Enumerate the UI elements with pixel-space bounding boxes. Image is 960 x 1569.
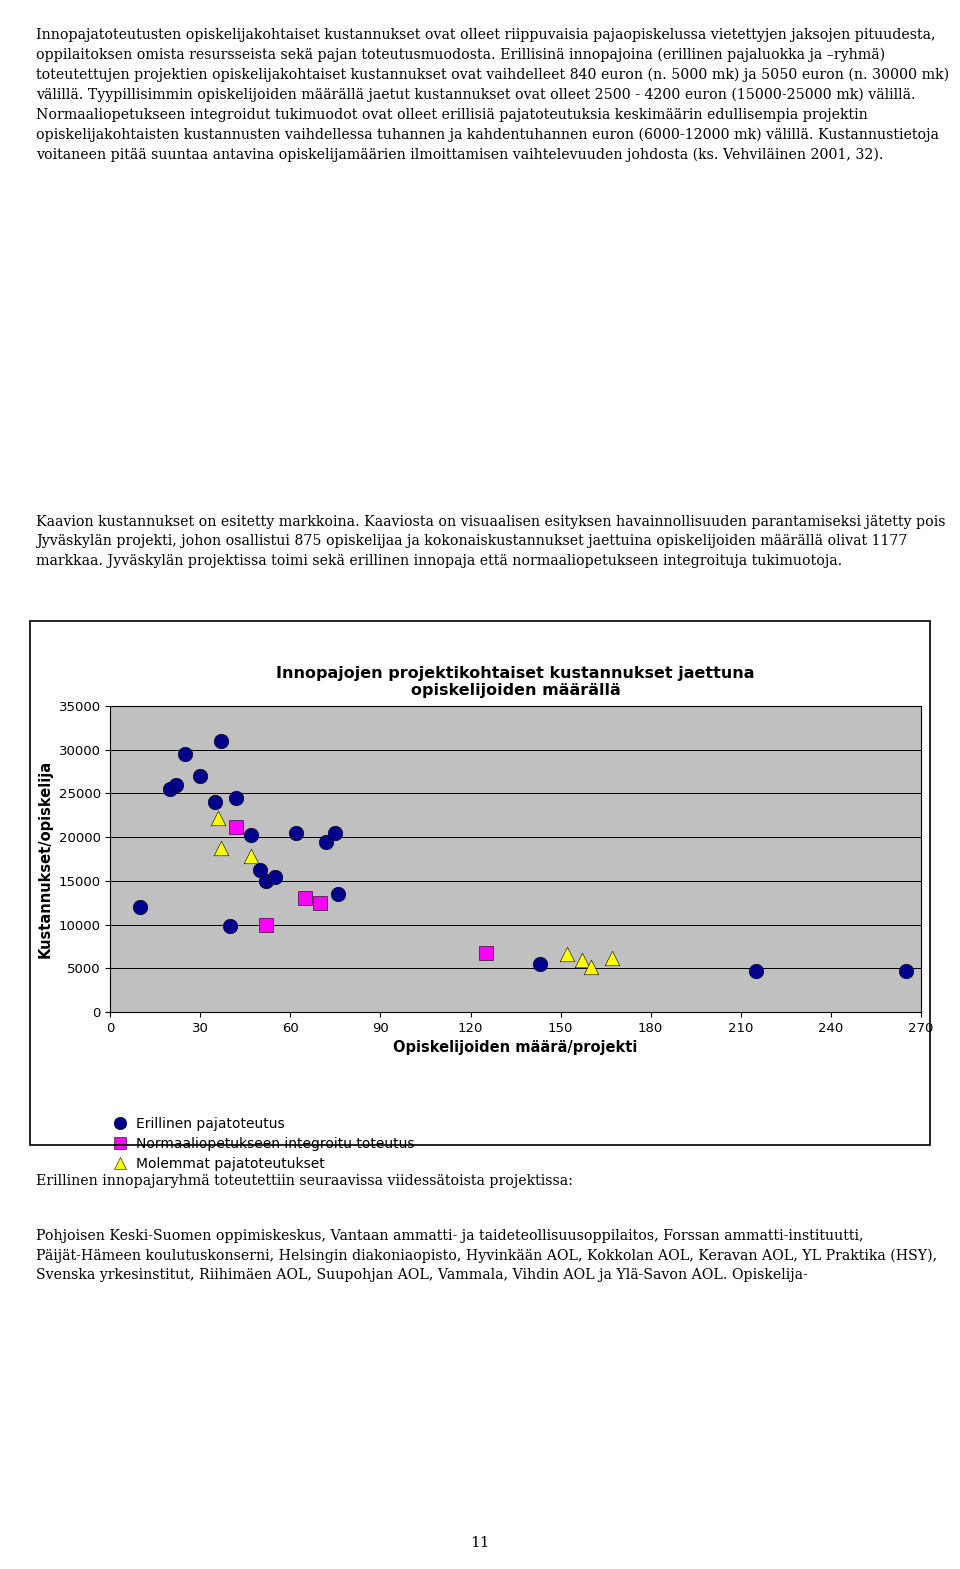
Point <box>319 828 334 854</box>
Title: Innopajojen projektikohtaiset kustannukset jaettuna
opiskelijoiden määrällä: Innopajojen projektikohtaiset kustannuks… <box>276 665 755 698</box>
Point <box>163 777 179 802</box>
Point <box>327 821 343 846</box>
Point <box>178 742 193 767</box>
Point <box>574 948 589 973</box>
Point <box>223 913 238 938</box>
Point <box>298 886 313 912</box>
Point <box>604 945 619 970</box>
Point <box>898 959 913 984</box>
Point <box>331 882 347 907</box>
Point <box>259 868 275 893</box>
Point <box>478 940 493 965</box>
Point <box>313 890 328 915</box>
Point <box>268 865 283 890</box>
Point <box>583 954 598 979</box>
Point <box>214 835 229 860</box>
Point <box>228 784 244 810</box>
Text: 11: 11 <box>470 1536 490 1550</box>
Point <box>532 951 547 976</box>
Point <box>193 764 208 789</box>
Text: Pohjoisen Keski-Suomen oppimiskeskus, Vantaan ammatti- ja taideteollisuusoppilai: Pohjoisen Keski-Suomen oppimiskeskus, Va… <box>36 1229 938 1282</box>
Point <box>259 912 275 937</box>
Point <box>132 894 148 919</box>
Text: Innopajatoteutusten opiskelijakohtaiset kustannukset ovat olleet riippuvaisia pa: Innopajatoteutusten opiskelijakohtaiset … <box>36 28 949 162</box>
Point <box>207 789 223 814</box>
Legend: Erillinen pajatoteutus, Normaaliopetukseen integroitu toteutus, Molemmat pajatot: Erillinen pajatoteutus, Normaaliopetukse… <box>113 1117 414 1172</box>
Point <box>244 822 259 847</box>
Point <box>748 959 763 984</box>
Point <box>169 772 184 797</box>
Y-axis label: Kustannukset/opiskelija: Kustannukset/opiskelija <box>38 759 53 959</box>
Text: Erillinen innopajaryhmä toteutettiin seuraavissa viidessätoista projektissa:: Erillinen innopajaryhmä toteutettiin seu… <box>36 1174 573 1188</box>
Point <box>252 858 268 883</box>
Point <box>214 728 229 753</box>
Point <box>211 805 227 830</box>
Point <box>244 844 259 869</box>
Point <box>289 821 304 846</box>
Point <box>559 941 574 967</box>
Text: Kaavion kustannukset on esitetty markkoina. Kaaviosta on visuaalisen esityksen h: Kaavion kustannukset on esitetty markkoi… <box>36 515 946 568</box>
X-axis label: Opiskelijoiden määrä/projekti: Opiskelijoiden määrä/projekti <box>394 1040 637 1056</box>
Point <box>228 814 244 839</box>
